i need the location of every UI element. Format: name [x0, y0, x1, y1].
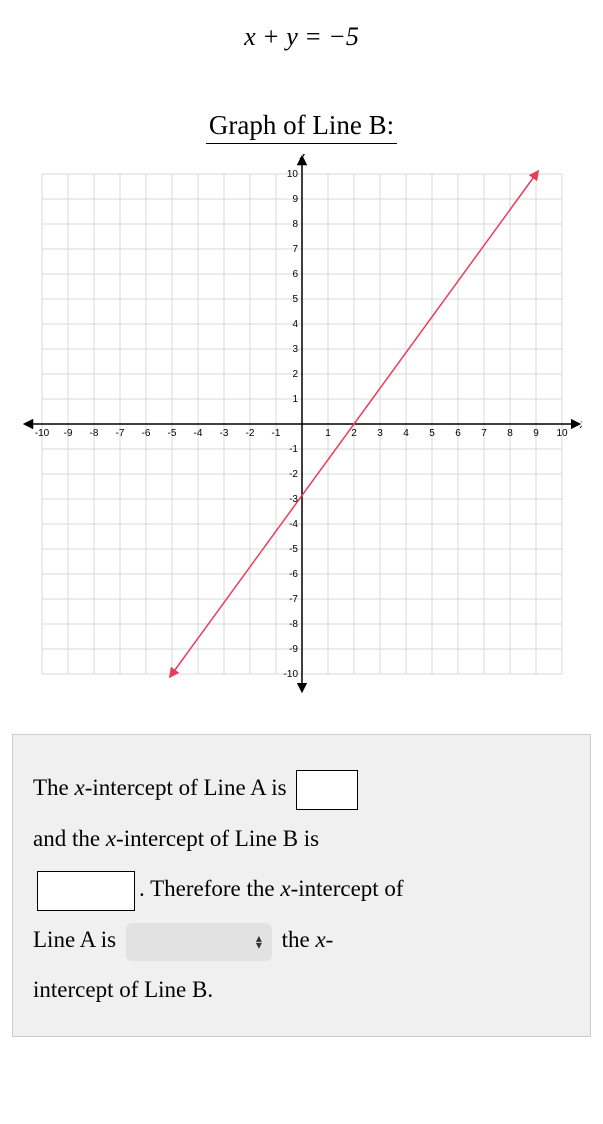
- svg-text:7: 7: [292, 244, 298, 255]
- answer-text: intercept of Line B.: [33, 977, 213, 1002]
- chevron-updown-icon: ▴▾: [256, 935, 262, 949]
- svg-text:-8: -8: [89, 428, 98, 439]
- svg-text:6: 6: [455, 428, 461, 439]
- svg-text:9: 9: [292, 194, 298, 205]
- svg-text:x: x: [579, 417, 582, 432]
- svg-text:2: 2: [351, 428, 357, 439]
- line-b-x-intercept-input[interactable]: [37, 871, 135, 911]
- svg-text:-9: -9: [63, 428, 72, 439]
- answer-text: x: [75, 775, 85, 800]
- svg-text:-2: -2: [245, 428, 254, 439]
- svg-text:-2: -2: [289, 469, 298, 480]
- svg-text:7: 7: [481, 428, 487, 439]
- svg-text:-1: -1: [289, 444, 298, 455]
- svg-text:3: 3: [292, 344, 298, 355]
- comparison-select[interactable]: ▴▾: [126, 923, 272, 961]
- line-a-x-intercept-input[interactable]: [296, 770, 358, 810]
- svg-text:4: 4: [292, 319, 298, 330]
- svg-text:-4: -4: [289, 519, 298, 530]
- svg-text:y: y: [298, 154, 307, 160]
- answer-text: -intercept of: [291, 876, 404, 901]
- svg-text:-4: -4: [193, 428, 202, 439]
- answer-text: and the: [33, 826, 106, 851]
- svg-text:5: 5: [292, 294, 298, 305]
- svg-text:-6: -6: [141, 428, 150, 439]
- svg-text:-10: -10: [283, 669, 298, 680]
- answer-text: x: [315, 927, 325, 952]
- svg-text:8: 8: [292, 219, 298, 230]
- svg-text:-9: -9: [289, 644, 298, 655]
- page: x + y = −5 Graph of Line B: -10-9-8-7-6-…: [0, 0, 603, 1037]
- answer-text: x: [280, 876, 290, 901]
- svg-text:-10: -10: [34, 428, 49, 439]
- chart-svg: -10 -9 -8 -7 -6 -5 -4 -3 -2 -1 1 2 3 4 5 6 7 8 9 10 -10 -9 -8 -…: [22, 154, 582, 694]
- svg-text:-5: -5: [289, 544, 298, 555]
- svg-text:10: 10: [556, 428, 568, 439]
- svg-text:10: 10: [286, 169, 298, 180]
- svg-text:-5: -5: [167, 428, 176, 439]
- answer-text: x: [106, 826, 116, 851]
- svg-text:8: 8: [507, 428, 513, 439]
- answer-text: -intercept of Line B is: [116, 826, 319, 851]
- svg-text:6: 6: [292, 269, 298, 280]
- answer-box: The x-intercept of Line A is and the x-i…: [12, 734, 591, 1037]
- answer-text: -: [326, 927, 334, 952]
- answer-text: the: [282, 927, 316, 952]
- svg-text:-7: -7: [115, 428, 124, 439]
- svg-text:4: 4: [403, 428, 409, 439]
- svg-text:1: 1: [325, 428, 331, 439]
- svg-text:-3: -3: [219, 428, 228, 439]
- svg-text:1: 1: [292, 394, 298, 405]
- answer-text: Line A is: [33, 927, 122, 952]
- answer-text: -intercept of Line A is: [85, 775, 293, 800]
- svg-text:2: 2: [292, 369, 298, 380]
- graph-title: Graph of Line B:: [206, 110, 397, 144]
- svg-text:-8: -8: [289, 619, 298, 630]
- svg-text:-6: -6: [289, 569, 298, 580]
- graph-title-wrap: Graph of Line B:: [0, 110, 603, 144]
- svg-text:9: 9: [533, 428, 539, 439]
- answer-text: The: [33, 775, 75, 800]
- svg-text:3: 3: [377, 428, 383, 439]
- equation: x + y = −5: [0, 0, 603, 60]
- svg-text:-1: -1: [271, 428, 280, 439]
- svg-text:5: 5: [429, 428, 435, 439]
- answer-text: . Therefore the: [139, 876, 280, 901]
- svg-text:-7: -7: [289, 594, 298, 605]
- line-chart: -10 -9 -8 -7 -6 -5 -4 -3 -2 -1 1 2 3 4 5 6 7 8 9 10 -10 -9 -8 -…: [22, 154, 582, 694]
